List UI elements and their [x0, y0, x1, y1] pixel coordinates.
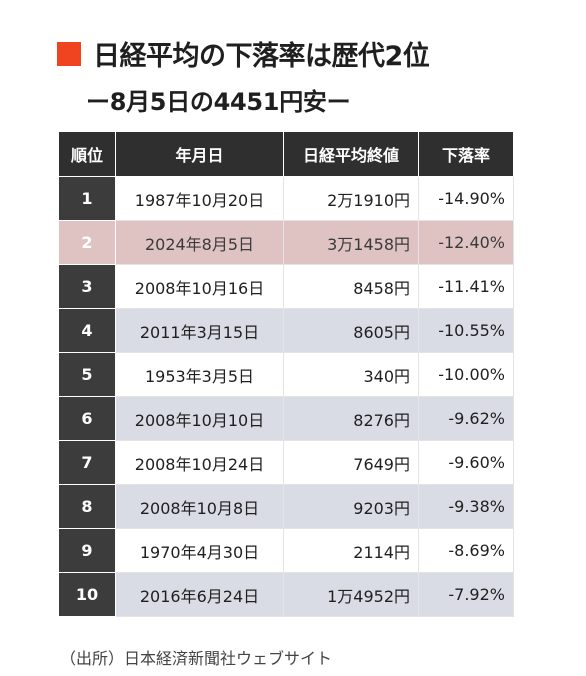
close-cell: 1万4952円	[283, 572, 419, 617]
table-row: 1 1987年10月20日 2万1910円 -14.90%	[58, 176, 514, 221]
header-rate: 下落率	[418, 131, 514, 177]
rate-cell: -9.38%	[418, 484, 514, 529]
rate-cell: -11.41%	[418, 264, 514, 309]
date-cell: 2016年6月24日	[115, 572, 284, 617]
rank-cell: 5	[58, 352, 116, 397]
rank-cell: 2	[58, 220, 116, 265]
rank-cell: 7	[58, 440, 116, 485]
table-row: 3 2008年10月16日 8458円 -11.41%	[58, 264, 514, 309]
rank-cell: 1	[58, 176, 116, 221]
close-cell: 3万1458円	[283, 220, 419, 265]
date-cell: 1987年10月20日	[115, 176, 284, 221]
date-cell: 1953年3月5日	[115, 352, 284, 397]
table-row: 4 2011年3月15日 8605円 -10.55%	[58, 308, 514, 353]
close-cell: 8276円	[283, 396, 419, 441]
header-close: 日経平均終値	[283, 131, 419, 177]
title-row: 日経平均の下落率は歴代2位	[57, 34, 430, 73]
rate-cell: -10.55%	[418, 308, 514, 353]
page-subtitle: ー8月5日の4451円安ー	[86, 88, 351, 116]
date-cell: 2008年10月10日	[115, 396, 284, 441]
close-cell: 9203円	[283, 484, 419, 529]
table-row: 8 2008年10月8日 9203円 -9.38%	[58, 484, 514, 529]
table-row: 6 2008年10月10日 8276円 -9.62%	[58, 396, 514, 441]
date-cell: 1970年4月30日	[115, 528, 284, 573]
header-date: 年月日	[115, 131, 284, 177]
rank-cell: 9	[58, 528, 116, 573]
close-cell: 7649円	[283, 440, 419, 485]
source-note: （出所）日本経済新聞社ウェブサイト	[60, 649, 333, 668]
close-cell: 8605円	[283, 308, 419, 353]
date-cell: 2008年10月8日	[115, 484, 284, 529]
close-cell: 8458円	[283, 264, 419, 309]
rate-cell: -14.90%	[418, 176, 514, 221]
rate-cell: -8.69%	[418, 528, 514, 573]
header-rank: 順位	[58, 131, 116, 177]
rank-cell: 10	[58, 572, 116, 617]
date-cell: 2008年10月16日	[115, 264, 284, 309]
close-cell: 2114円	[283, 528, 419, 573]
table-row-highlighted: 2 2024年8月5日 3万1458円 -12.40%	[58, 220, 514, 265]
close-cell: 340円	[283, 352, 419, 397]
date-cell: 2011年3月15日	[115, 308, 284, 353]
page-title: 日経平均の下落率は歴代2位	[93, 41, 430, 72]
rate-cell: -9.60%	[418, 440, 514, 485]
close-cell: 2万1910円	[283, 176, 419, 221]
rate-cell: -10.00%	[418, 352, 514, 397]
date-cell: 2024年8月5日	[115, 220, 284, 265]
rank-cell: 3	[58, 264, 116, 309]
rate-cell: -12.40%	[418, 220, 514, 265]
table-row: 7 2008年10月24日 7649円 -9.60%	[58, 440, 514, 485]
rank-cell: 4	[58, 308, 116, 353]
rate-cell: -9.62%	[418, 396, 514, 441]
rate-cell: -7.92%	[418, 572, 514, 617]
title-marker	[57, 41, 81, 66]
rank-cell: 8	[58, 484, 116, 529]
table-row: 10 2016年6月24日 1万4952円 -7.92%	[58, 572, 514, 617]
table-row: 9 1970年4月30日 2114円 -8.69%	[58, 528, 514, 573]
rank-cell: 6	[58, 396, 116, 441]
table-row: 5 1953年3月5日 340円 -10.00%	[58, 352, 514, 397]
ranking-table: 順位 年月日 日経平均終値 下落率 1 1987年10月20日 2万1910円 …	[58, 131, 514, 617]
date-cell: 2008年10月24日	[115, 440, 284, 485]
table-header-row: 順位 年月日 日経平均終値 下落率	[58, 131, 514, 177]
